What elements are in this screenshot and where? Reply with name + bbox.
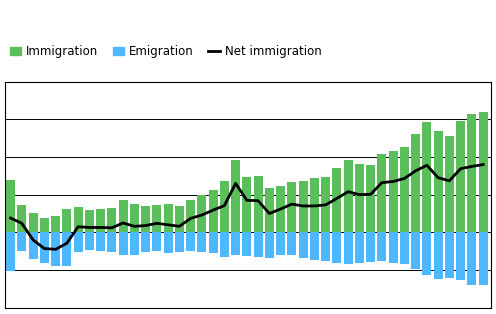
Bar	[209, 190, 218, 232]
Bar	[276, 186, 285, 232]
Bar	[141, 232, 150, 252]
Bar	[321, 176, 330, 232]
Bar	[152, 205, 161, 232]
Bar	[186, 232, 195, 251]
Bar	[479, 232, 488, 285]
Bar	[479, 112, 488, 232]
Bar	[287, 232, 297, 255]
Bar	[411, 134, 420, 232]
Legend: Immigration, Emigration, Net immigration: Immigration, Emigration, Net immigration	[5, 40, 326, 63]
Bar	[175, 232, 184, 252]
Bar	[164, 204, 173, 232]
Bar	[107, 232, 117, 252]
Bar	[287, 182, 297, 232]
Bar	[186, 200, 195, 232]
Bar	[164, 232, 173, 253]
Bar	[400, 147, 409, 232]
Bar	[119, 200, 127, 232]
Bar	[17, 205, 26, 232]
Bar	[107, 208, 117, 232]
Bar	[6, 180, 15, 232]
Bar	[389, 232, 398, 263]
Bar	[243, 232, 251, 256]
Bar	[310, 232, 319, 260]
Bar	[243, 177, 251, 232]
Bar	[29, 213, 38, 232]
Bar	[377, 232, 386, 261]
Bar	[423, 232, 432, 275]
Bar	[332, 232, 341, 263]
Bar	[423, 122, 432, 232]
Bar	[73, 232, 83, 252]
Bar	[197, 195, 206, 232]
Bar	[85, 232, 94, 250]
Bar	[141, 206, 150, 232]
Bar	[389, 151, 398, 232]
Bar	[366, 232, 375, 262]
Bar	[434, 232, 442, 279]
Bar	[400, 232, 409, 264]
Bar	[445, 136, 454, 232]
Bar	[40, 218, 49, 232]
Bar	[310, 178, 319, 232]
Bar	[62, 232, 71, 266]
Bar	[265, 188, 274, 232]
Bar	[299, 232, 308, 257]
Bar	[85, 210, 94, 232]
Bar	[220, 181, 229, 232]
Bar	[152, 232, 161, 251]
Bar	[73, 208, 83, 232]
Bar	[96, 209, 105, 232]
Bar	[299, 181, 308, 232]
Bar	[209, 232, 218, 253]
Bar	[366, 165, 375, 232]
Bar	[321, 232, 330, 261]
Bar	[253, 176, 262, 232]
Bar	[231, 160, 240, 232]
Bar	[96, 232, 105, 251]
Bar	[119, 232, 127, 255]
Bar	[6, 232, 15, 271]
Bar	[265, 232, 274, 257]
Bar	[29, 232, 38, 259]
Bar	[40, 232, 49, 263]
Bar	[456, 232, 465, 280]
Bar	[17, 232, 26, 251]
Bar	[231, 232, 240, 255]
Bar	[355, 164, 364, 232]
Bar	[434, 131, 442, 232]
Bar	[467, 114, 477, 232]
Bar	[130, 232, 139, 255]
Bar	[332, 168, 341, 232]
Bar	[456, 121, 465, 232]
Bar	[220, 232, 229, 257]
Bar	[62, 209, 71, 232]
Bar	[377, 154, 386, 232]
Bar	[344, 160, 353, 232]
Bar	[355, 232, 364, 263]
Bar	[467, 232, 477, 285]
Bar	[445, 232, 454, 278]
Bar	[411, 232, 420, 269]
Bar	[175, 206, 184, 232]
Bar	[276, 232, 285, 255]
Bar	[51, 216, 60, 232]
Bar	[51, 232, 60, 266]
Bar	[130, 204, 139, 232]
Bar	[197, 232, 206, 252]
Bar	[253, 232, 262, 257]
Bar	[344, 232, 353, 264]
